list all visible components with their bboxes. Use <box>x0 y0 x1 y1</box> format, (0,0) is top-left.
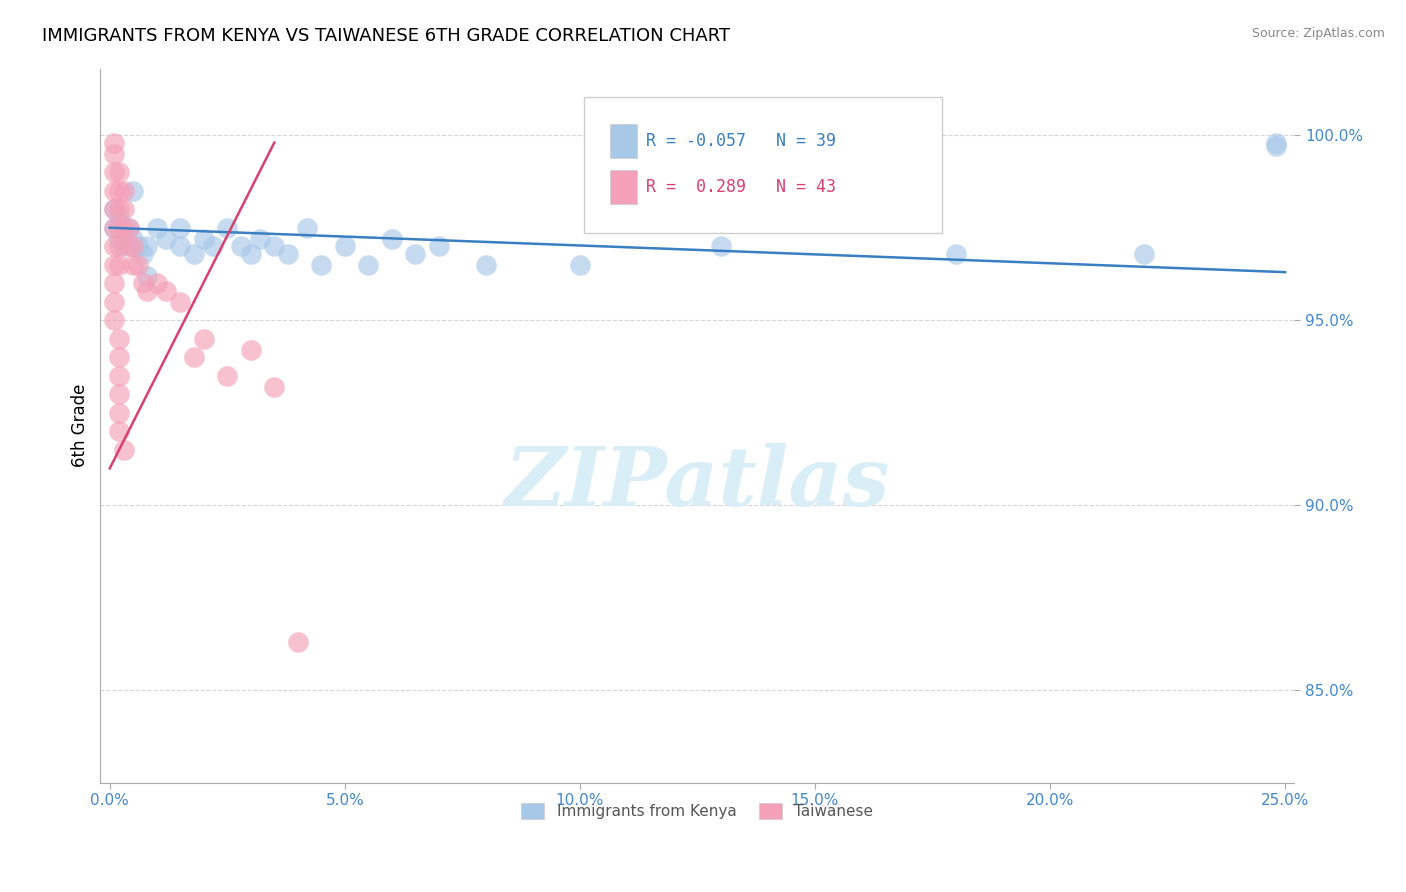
Point <box>136 284 159 298</box>
Point <box>108 351 131 365</box>
Point <box>108 210 131 224</box>
Point <box>381 232 404 246</box>
Point <box>239 343 262 357</box>
Point <box>103 258 125 272</box>
Point <box>145 220 167 235</box>
Point <box>122 258 145 272</box>
Point <box>427 239 450 253</box>
Point <box>202 239 225 253</box>
Point <box>103 239 125 253</box>
Point <box>183 246 205 260</box>
Point <box>193 232 215 246</box>
Point <box>475 258 498 272</box>
Point <box>108 406 131 420</box>
Text: IMMIGRANTS FROM KENYA VS TAIWANESE 6TH GRADE CORRELATION CHART: IMMIGRANTS FROM KENYA VS TAIWANESE 6TH G… <box>42 27 730 45</box>
Point <box>122 239 145 253</box>
Text: R =  0.289   N = 43: R = 0.289 N = 43 <box>647 178 837 196</box>
Point <box>108 258 131 272</box>
Text: ZIPatlas: ZIPatlas <box>505 443 890 523</box>
Point <box>295 220 318 235</box>
FancyBboxPatch shape <box>583 97 942 233</box>
Point <box>136 268 159 283</box>
Point <box>108 184 131 198</box>
Point <box>108 425 131 439</box>
Point <box>193 332 215 346</box>
Text: Source: ZipAtlas.com: Source: ZipAtlas.com <box>1251 27 1385 40</box>
Point <box>117 220 139 235</box>
Point <box>217 368 239 383</box>
Point <box>108 202 131 217</box>
Point <box>103 220 125 235</box>
Point <box>217 220 239 235</box>
Point <box>103 313 125 327</box>
Point <box>103 220 125 235</box>
Point <box>112 239 135 253</box>
Point <box>263 380 285 394</box>
Text: R = -0.057   N = 39: R = -0.057 N = 39 <box>647 132 837 150</box>
Point <box>117 239 139 253</box>
Point <box>568 258 591 272</box>
Point <box>117 220 139 235</box>
Point <box>145 277 167 291</box>
Point <box>287 635 309 649</box>
Point <box>108 220 131 235</box>
Point <box>103 294 125 309</box>
Y-axis label: 6th Grade: 6th Grade <box>72 384 89 467</box>
Point <box>155 232 177 246</box>
Point <box>122 184 145 198</box>
Point <box>112 202 135 217</box>
Legend: Immigrants from Kenya, Taiwanese: Immigrants from Kenya, Taiwanese <box>516 797 880 825</box>
Point <box>103 202 125 217</box>
Point <box>1133 246 1156 260</box>
Point <box>169 220 191 235</box>
FancyBboxPatch shape <box>610 123 637 158</box>
Point <box>127 258 149 272</box>
Point <box>131 277 153 291</box>
Point <box>112 442 135 457</box>
Point <box>155 284 177 298</box>
Point <box>239 246 262 260</box>
Point <box>277 246 299 260</box>
Point <box>333 239 356 253</box>
Point <box>169 239 191 253</box>
Point <box>103 202 125 217</box>
Point <box>131 246 153 260</box>
Point <box>1264 139 1286 153</box>
Point <box>311 258 333 272</box>
Point <box>108 387 131 401</box>
Point <box>112 220 135 235</box>
Point <box>103 184 125 198</box>
Point <box>122 232 145 246</box>
Point <box>108 332 131 346</box>
Point <box>103 277 125 291</box>
Point <box>108 368 131 383</box>
Point <box>183 351 205 365</box>
Point <box>263 239 285 253</box>
Point <box>357 258 380 272</box>
Point <box>945 246 967 260</box>
FancyBboxPatch shape <box>610 170 637 204</box>
Point <box>103 136 125 150</box>
Point <box>136 239 159 253</box>
Point <box>127 239 149 253</box>
Point <box>169 294 191 309</box>
Point <box>404 246 426 260</box>
Point <box>710 239 733 253</box>
Point <box>249 232 271 246</box>
Point <box>231 239 253 253</box>
Point <box>108 165 131 179</box>
Point <box>108 232 131 246</box>
Point <box>112 184 135 198</box>
Point <box>103 165 125 179</box>
Point <box>108 239 131 253</box>
Point <box>103 146 125 161</box>
Point <box>1264 136 1286 150</box>
